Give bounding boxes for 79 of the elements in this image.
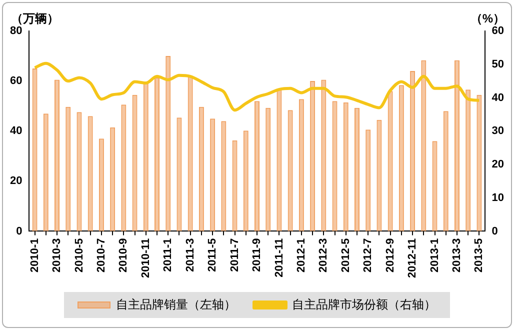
x-tick-label: 2012-5 bbox=[340, 238, 352, 273]
x-tick-label: 2010-3 bbox=[51, 238, 64, 273]
bar bbox=[266, 108, 271, 232]
bar bbox=[76, 112, 82, 232]
bar bbox=[98, 138, 104, 232]
bar bbox=[166, 56, 171, 232]
bar bbox=[376, 120, 382, 232]
bar bbox=[143, 82, 148, 232]
bar bbox=[176, 118, 182, 232]
bar bbox=[232, 140, 238, 232]
bar bbox=[310, 81, 316, 232]
bar bbox=[466, 90, 471, 232]
bar bbox=[121, 104, 126, 232]
bar bbox=[343, 102, 348, 232]
bar bbox=[110, 127, 116, 232]
x-tick-label: 2010-7 bbox=[95, 238, 108, 273]
bar bbox=[388, 91, 393, 232]
x-tick-label: 2012-11 bbox=[406, 238, 419, 278]
x-tick-label: 2011-7 bbox=[228, 238, 241, 272]
bar bbox=[288, 110, 293, 232]
bar bbox=[410, 71, 416, 232]
x-tick-label: 2012-3 bbox=[318, 238, 330, 273]
bar bbox=[454, 60, 460, 232]
legend-label: 自主品牌销量（左轴） bbox=[116, 297, 236, 312]
y-tick-label: 40 bbox=[10, 125, 22, 138]
line-series bbox=[33, 62, 481, 112]
bar bbox=[43, 114, 48, 232]
x-tick-label: 2010-1 bbox=[28, 238, 41, 273]
legend-label: 自主品牌市场份额（右轴） bbox=[292, 297, 436, 312]
y2-tick-label: 10 bbox=[492, 192, 504, 204]
bar bbox=[354, 108, 360, 232]
x-tick-label: 2010-11 bbox=[140, 238, 152, 278]
bar bbox=[298, 99, 304, 232]
y-tick-label: 0 bbox=[16, 225, 22, 238]
x-tick-label: 2011-5 bbox=[206, 238, 219, 272]
y2-tick-label: 30 bbox=[492, 125, 504, 138]
y-tick-label: 20 bbox=[10, 175, 22, 188]
x-tick-label: 2013-3 bbox=[451, 238, 464, 273]
bar bbox=[254, 101, 260, 232]
bar bbox=[421, 60, 426, 232]
y2-tick-label: 40 bbox=[492, 92, 504, 104]
bar bbox=[398, 85, 404, 232]
x-tick-label: 2012-9 bbox=[384, 238, 396, 273]
bar bbox=[221, 121, 226, 232]
x-tick-label: 2010-5 bbox=[73, 238, 86, 273]
bar bbox=[210, 118, 216, 232]
y-axis-title: （万辆） bbox=[11, 11, 59, 26]
x-tick-label: 2013-5 bbox=[473, 238, 486, 273]
x-tick-label: 2012-1 bbox=[295, 238, 308, 273]
y2-tick-label: 50 bbox=[492, 58, 504, 70]
bar bbox=[32, 68, 38, 232]
x-tick-label: 2011-3 bbox=[184, 238, 196, 272]
x-tick-label: 2010-9 bbox=[118, 238, 130, 273]
bar bbox=[243, 130, 248, 232]
y-tick-label: 60 bbox=[10, 75, 22, 88]
y-tick-label: 80 bbox=[10, 25, 22, 38]
y2-tick-label: 20 bbox=[492, 158, 504, 171]
bar bbox=[432, 141, 438, 232]
y2-tick-label: 0 bbox=[492, 225, 498, 238]
x-tick-label: 2012-7 bbox=[362, 238, 374, 273]
bar bbox=[276, 88, 282, 232]
y2-axis-title: （%） bbox=[470, 11, 505, 26]
bar bbox=[476, 94, 482, 232]
bar bbox=[321, 80, 326, 232]
bar bbox=[88, 116, 93, 232]
bar bbox=[366, 130, 371, 232]
y2-tick-label: 60 bbox=[492, 25, 504, 38]
bar bbox=[154, 78, 160, 232]
bar bbox=[198, 106, 204, 232]
bar bbox=[188, 76, 193, 232]
bar bbox=[443, 111, 448, 232]
x-tick-label: 2011-9 bbox=[251, 238, 264, 272]
x-tick-label: 2011-11 bbox=[273, 238, 286, 278]
bar bbox=[132, 94, 138, 232]
bar bbox=[54, 80, 60, 232]
bar bbox=[332, 101, 338, 232]
x-tick-label: 2011-1 bbox=[162, 238, 174, 272]
x-tick-label: 2013-1 bbox=[428, 238, 441, 273]
bar bbox=[66, 106, 71, 232]
